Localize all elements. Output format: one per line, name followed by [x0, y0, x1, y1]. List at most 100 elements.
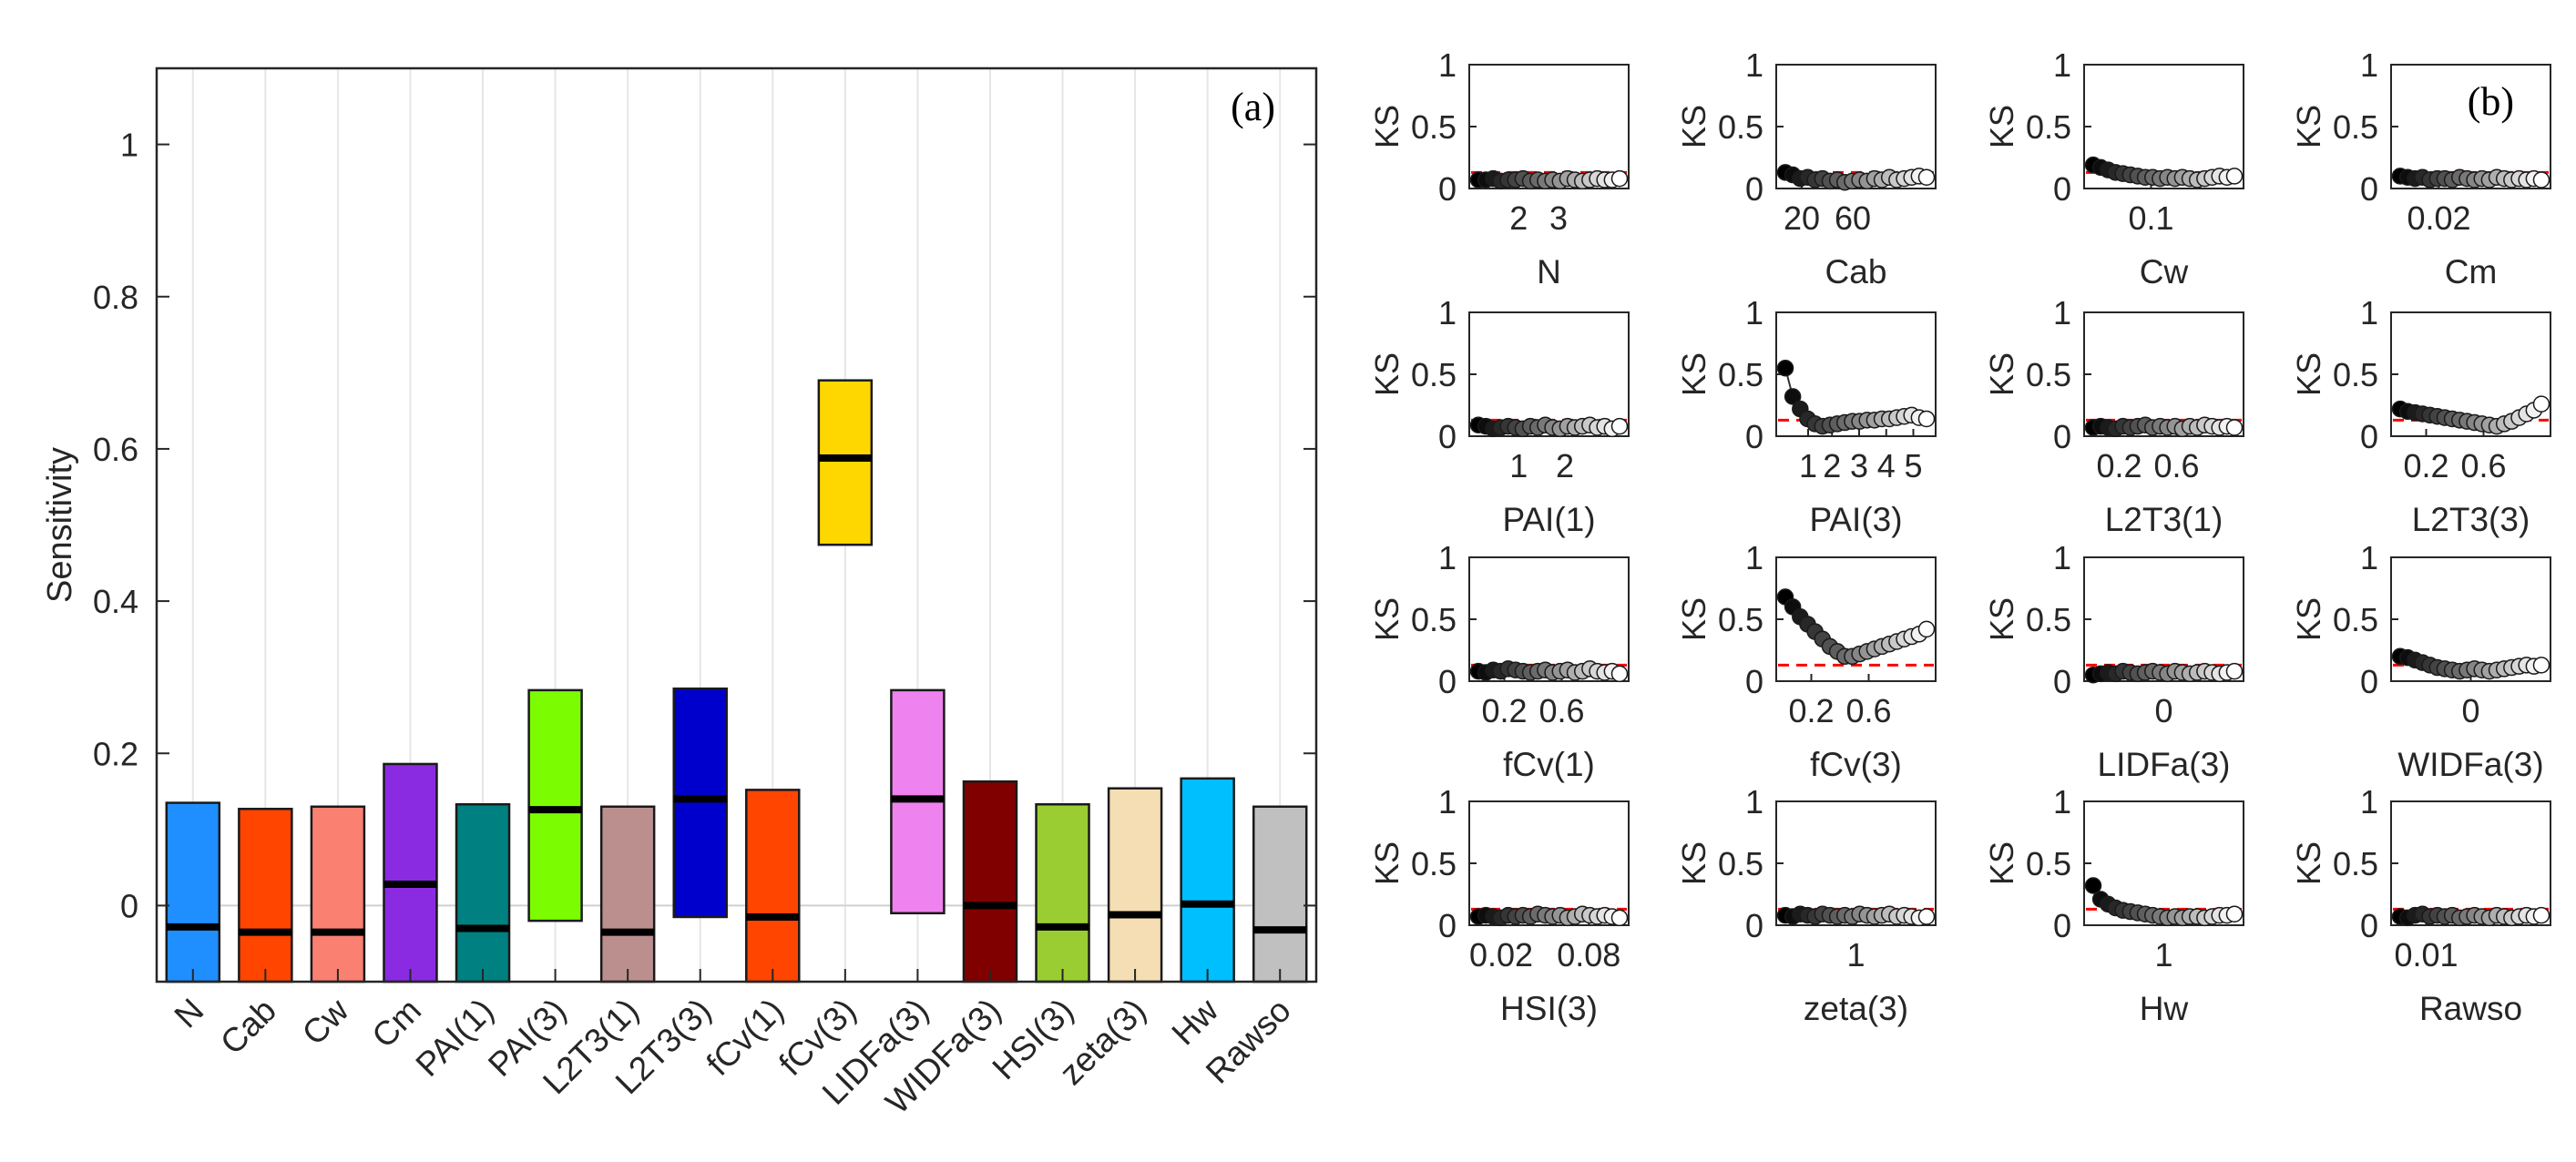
y-axis-label: KS — [2290, 841, 2327, 885]
y-tick-label: 0 — [1745, 907, 1763, 944]
subplot-axes-box — [2083, 556, 2244, 682]
bar-Hw — [1180, 777, 1235, 984]
ks-point — [2532, 657, 2550, 674]
y-tick-label: 0.5 — [2333, 601, 2378, 638]
y-tick-label: 0.2 — [93, 735, 138, 772]
x-tick-label: 4 — [1877, 447, 1896, 484]
x-tick-label: 0.1 — [2128, 199, 2173, 237]
y-tick-label: 1 — [2360, 539, 2378, 576]
subplot-WIDFa(3): 0 0.5 1 KS 0 WIDFa(3) — [2290, 539, 2551, 783]
y-tick-label: 0.6 — [93, 431, 138, 468]
y-tick-label: 0 — [2053, 170, 2071, 208]
x-tick-label: 2 — [1556, 447, 1574, 484]
y-tick-label: 0.5 — [1411, 845, 1457, 882]
y-tick-label: 0.5 — [2026, 601, 2071, 638]
y-tick-label: 1 — [1745, 46, 1763, 84]
x-tick-label: 2 — [1509, 199, 1528, 237]
y-tick-label: 0 — [120, 887, 138, 924]
axes-box — [155, 66, 1318, 984]
subplot-axes-box — [1775, 800, 1937, 926]
bar-zeta(3) — [1107, 787, 1163, 984]
subplot-L2T3(3): 0 0.5 1 KS 0.2 0.6 L2T3(3) — [2290, 294, 2551, 538]
bar-fCv(3) — [817, 379, 874, 546]
y-tick-label: 1 — [2360, 294, 2378, 331]
x-tick-label: 0.02 — [1469, 936, 1533, 973]
x-axis-label: L2T3(1) — [2105, 501, 2223, 538]
ks-point — [1917, 908, 1936, 925]
subplot-Cw: 0 0.5 1 KS 0.1 Cw — [1983, 46, 2244, 290]
bar-HSI(3) — [1035, 803, 1090, 984]
bar-N — [165, 801, 221, 984]
y-tick-label: 0.5 — [1718, 356, 1763, 393]
subplot-Cm: 0 0.5 1 KS 0.02 Cm — [2290, 46, 2551, 290]
x-tick-label: 0.6 — [2460, 447, 2506, 484]
bar-PAI(1) — [455, 803, 511, 984]
y-axis-label: KS — [1368, 352, 1406, 396]
y-axis-label: KS — [1675, 105, 1712, 148]
x-tick-label: 3 — [1549, 199, 1568, 237]
x-tick-label: 5 — [1904, 447, 1922, 484]
x-axis-label: zeta(3) — [1804, 990, 1908, 1027]
y-tick-label: 0 — [1438, 663, 1457, 700]
y-axis-label: KS — [1368, 841, 1406, 885]
y-axis-label: KS — [1368, 597, 1406, 641]
y-tick-label: 0 — [2053, 418, 2071, 455]
y-tick-label: 0 — [1438, 418, 1457, 455]
x-tick-label: 2 — [1823, 447, 1841, 484]
x-tick-label: Cab — [213, 992, 283, 1062]
x-tick-label: 0.6 — [2153, 447, 2199, 484]
y-tick-label: 1 — [1745, 539, 1763, 576]
y-tick-label: 0.4 — [93, 583, 138, 620]
subplot-L2T3(1): 0 0.5 1 KS 0.2 0.6 L2T3(1) — [1983, 294, 2244, 538]
y-tick-label: 1 — [1438, 46, 1457, 84]
bar-WIDFa(3) — [962, 780, 1018, 984]
y-axis-label: KS — [2290, 105, 2327, 148]
bar-Rawso — [1252, 805, 1308, 984]
ks-point — [1610, 665, 1629, 683]
y-tick-label: 0 — [1745, 418, 1763, 455]
ks-point — [1917, 410, 1936, 428]
bar-L2T3(3) — [672, 687, 728, 919]
ks-point — [1610, 909, 1629, 927]
bar-PAI(3) — [527, 688, 583, 922]
x-axis-label: PAI(3) — [1809, 501, 1902, 538]
x-tick-label: 3 — [1850, 447, 1868, 484]
y-tick-label: 1 — [2360, 783, 2378, 821]
x-tick-label: Cw — [295, 991, 356, 1052]
y-tick-label: 1 — [1745, 294, 1763, 331]
y-tick-label: 0.5 — [1718, 601, 1763, 638]
y-tick-label: 0 — [2053, 907, 2071, 944]
x-axis-label: Rawso — [2419, 990, 2522, 1027]
x-tick-label: 0.6 — [1538, 692, 1584, 729]
x-tick-label: 0.01 — [2394, 936, 2458, 973]
ks-point — [2225, 905, 2244, 923]
panel-label-b: (b) — [2468, 79, 2514, 124]
y-tick-label: 0 — [1438, 907, 1457, 944]
x-tick-label: 0.2 — [2096, 447, 2142, 484]
ks-point — [1610, 417, 1629, 435]
y-tick-label: 1 — [1438, 539, 1457, 576]
ks-point — [2225, 168, 2244, 185]
bar-Cw — [310, 805, 366, 984]
x-tick-label: PAI(1) — [408, 992, 500, 1084]
x-tick-label: 0.2 — [1481, 692, 1527, 729]
subplot-axes-box — [1468, 311, 1630, 437]
x-axis-label: fCv(1) — [1503, 746, 1595, 783]
y-tick-label: 0.5 — [2026, 356, 2071, 393]
subplot-Cab: 0 0.5 1 KS 20 60 Cab — [1675, 46, 1937, 290]
y-tick-label: 0.8 — [93, 279, 138, 316]
y-tick-label: 0.5 — [2026, 108, 2071, 146]
y-tick-label: 0 — [1438, 170, 1457, 208]
y-tick-label: 0.5 — [1411, 356, 1457, 393]
x-tick-label: 0 — [2461, 692, 2479, 729]
y-axis-label: KS — [1675, 597, 1712, 641]
subplot-Hw: 0 0.5 1 KS 1 Hw — [1983, 783, 2244, 1027]
y-axis-label: KS — [1675, 352, 1712, 396]
y-tick-label: 1 — [2053, 539, 2071, 576]
y-tick-label: 0 — [1745, 170, 1763, 208]
x-tick-label: 0.02 — [2407, 199, 2470, 237]
subplot-N: 0 0.5 1 KS 2 3 N — [1368, 46, 1630, 290]
